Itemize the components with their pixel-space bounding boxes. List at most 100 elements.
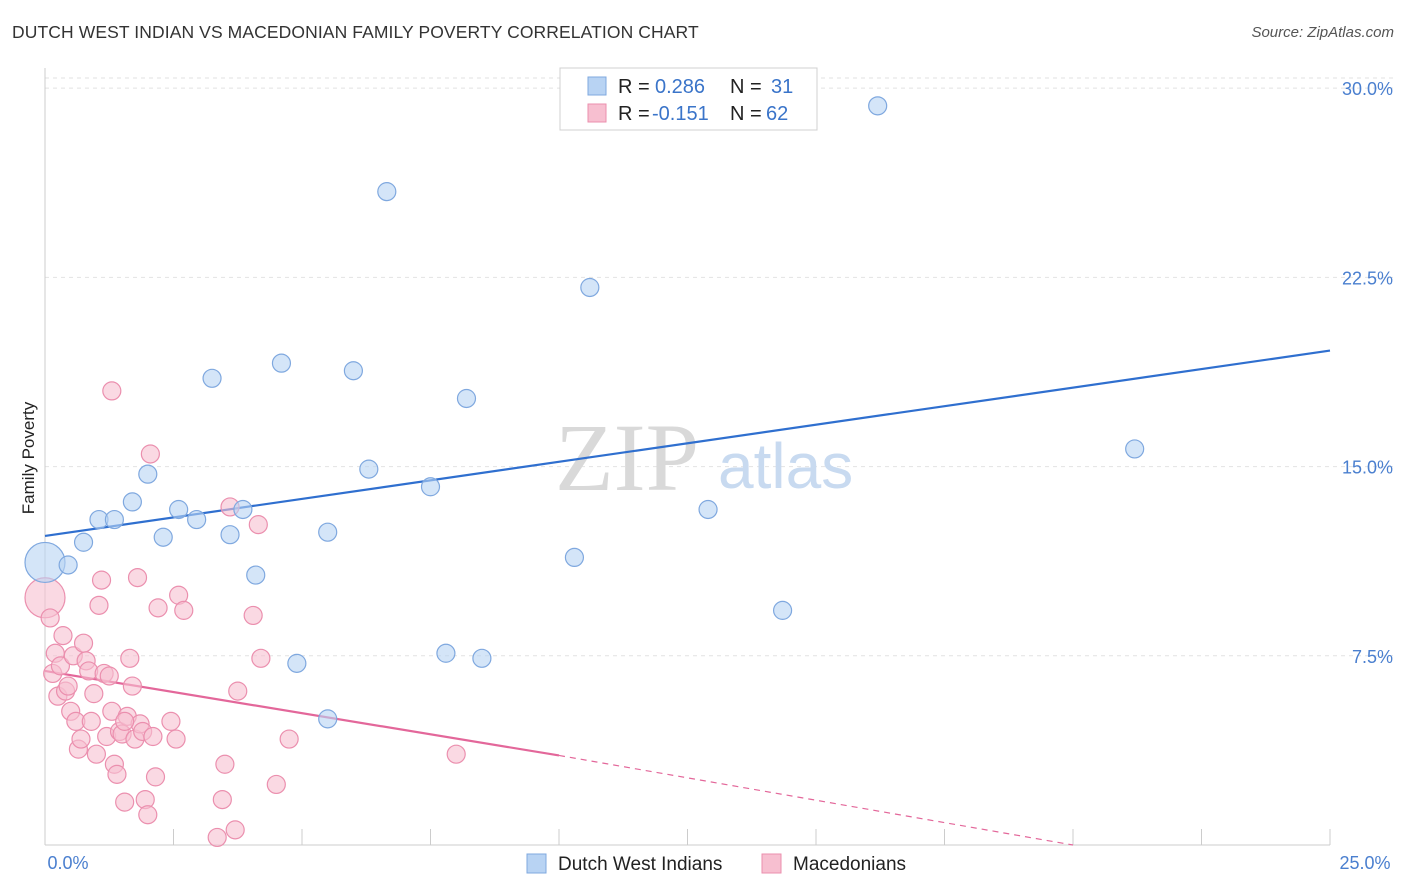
legend-r-label-pink: R =	[618, 103, 650, 125]
legend-n-label-pink: N =	[730, 103, 762, 125]
data-point-dutch-west-indian	[772, 600, 793, 620]
data-point-dutch-west-indian	[104, 509, 124, 530]
watermark-atlas: atlas	[718, 430, 853, 502]
data-point-dutch-west-indian	[420, 477, 441, 497]
data-point-macedonian	[148, 598, 168, 618]
data-point-macedonian	[115, 792, 135, 812]
data-point-dutch-west-indian	[456, 388, 477, 409]
bottom-legend: Dutch West Indians Macedonians	[526, 853, 906, 875]
data-point-dutch-west-indian	[318, 709, 338, 729]
y-tick-label: 7.5%	[1352, 647, 1393, 667]
data-point-macedonian	[215, 754, 235, 774]
data-point-dutch-west-indian	[233, 499, 253, 520]
data-point-dutch-west-indian	[564, 547, 585, 568]
data-point-macedonian	[99, 666, 119, 686]
bottom-legend-swatch-pink	[761, 853, 782, 874]
data-point-dutch-west-indian	[169, 499, 189, 520]
legend-box: R = 0.286 N = 31 R = -0.151 N = 62	[559, 67, 818, 131]
legend-n-value-pink: 62	[766, 103, 788, 125]
data-point-macedonian	[243, 605, 263, 626]
series-macedonians	[24, 381, 466, 848]
data-point-dutch-west-indian	[153, 527, 173, 547]
legend-swatch-blue	[587, 76, 607, 96]
data-point-macedonian	[145, 767, 166, 787]
data-point-dutch-west-indian	[202, 368, 222, 388]
data-point-macedonian	[127, 567, 148, 588]
legend-swatch-pink	[587, 103, 607, 123]
legend-r-label-blue: R =	[618, 76, 650, 98]
data-point-macedonian	[161, 711, 181, 731]
data-point-macedonian	[140, 444, 160, 464]
data-point-dutch-west-indian	[138, 464, 158, 484]
bottom-legend-swatch-blue	[526, 853, 547, 874]
data-point-macedonian	[73, 633, 94, 653]
data-point-dutch-west-indian	[318, 522, 338, 542]
watermark: ZIP atlas	[555, 404, 853, 511]
data-point-dutch-west-indian	[246, 565, 266, 585]
chart-title: DUTCH WEST INDIAN VS MACEDONIAN FAMILY P…	[12, 22, 699, 42]
data-point-dutch-west-indian	[73, 532, 94, 552]
data-point-macedonian	[89, 595, 109, 615]
y-tick-label: 30.0%	[1342, 79, 1393, 99]
y-tick-label: 15.0%	[1342, 458, 1393, 478]
legend-n-value-blue: 31	[771, 76, 793, 98]
data-point-macedonian	[122, 676, 142, 696]
legend-r-value-pink: -0.151	[652, 103, 709, 125]
data-point-dutch-west-indian	[343, 361, 363, 381]
bottom-legend-label-blue: Dutch West Indians	[558, 854, 722, 875]
data-point-dutch-west-indian	[698, 499, 718, 520]
data-point-dutch-west-indian	[58, 555, 78, 575]
data-point-macedonian	[174, 600, 194, 620]
axes	[44, 68, 1331, 846]
tick-labels: 7.5% 15.0% 22.5% 30.0% 0.0% 25.0%	[47, 79, 1393, 873]
data-point-dutch-west-indian	[220, 525, 240, 545]
series-dutch-west-indians	[24, 96, 1145, 729]
data-point-macedonian	[251, 648, 271, 668]
y-tick-label: 22.5%	[1342, 268, 1393, 288]
data-point-macedonian	[207, 827, 227, 848]
data-point-dutch-west-indian	[271, 353, 292, 373]
data-point-macedonian	[102, 381, 122, 401]
data-point-dutch-west-indian	[359, 459, 379, 479]
data-point-macedonian	[266, 774, 286, 795]
data-point-macedonian	[115, 711, 135, 731]
data-point-macedonian	[40, 608, 60, 628]
source-label: Source: ZipAtlas.com	[1251, 24, 1394, 41]
data-point-macedonian	[71, 729, 91, 749]
data-point-macedonian	[228, 681, 248, 701]
trendline-macedonians-extrapolated	[558, 754, 1074, 846]
data-point-macedonian	[81, 711, 101, 731]
trendline-dutch-west-indians	[44, 349, 1331, 538]
data-point-dutch-west-indian	[580, 277, 600, 298]
data-point-dutch-west-indian	[122, 492, 142, 512]
data-point-macedonian	[91, 570, 112, 590]
data-point-macedonian	[225, 820, 245, 840]
data-point-macedonian	[446, 744, 466, 764]
data-point-macedonian	[120, 648, 140, 668]
legend-n-label-blue: N =	[730, 76, 762, 98]
grid-lines	[45, 77, 1395, 657]
data-point-macedonian	[50, 656, 71, 676]
y-axis-label: Family Poverty	[19, 401, 38, 514]
data-point-macedonian	[212, 789, 232, 810]
data-point-dutch-west-indian	[377, 182, 397, 202]
data-point-dutch-west-indian	[436, 643, 456, 663]
bottom-legend-label-pink: Macedonians	[793, 854, 906, 875]
data-point-macedonian	[107, 764, 127, 784]
data-point-dutch-west-indian	[472, 648, 492, 668]
watermark-zip: ZIP	[555, 404, 699, 511]
data-point-dutch-west-indian	[187, 509, 207, 530]
data-point-macedonian	[143, 726, 163, 747]
data-point-macedonian	[248, 515, 268, 535]
data-point-macedonian	[166, 729, 186, 749]
data-point-macedonian	[138, 805, 158, 825]
data-point-dutch-west-indian	[287, 653, 307, 673]
data-point-macedonian	[53, 626, 73, 646]
x-tick-label: 25.0%	[1339, 853, 1390, 873]
legend-r-value-blue: 0.286	[655, 76, 705, 98]
data-point-dutch-west-indian	[1125, 439, 1145, 459]
data-point-dutch-west-indian	[868, 96, 888, 116]
x-tick-label: 0.0%	[47, 853, 88, 873]
data-point-macedonian	[58, 676, 78, 696]
